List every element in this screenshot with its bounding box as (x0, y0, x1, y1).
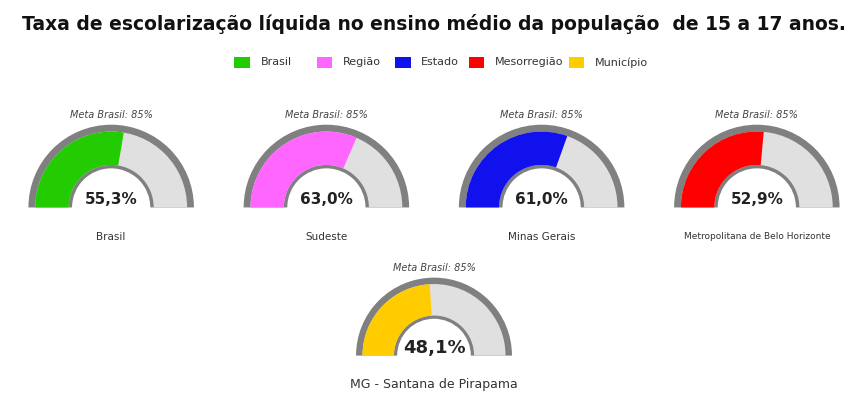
Text: 48,1%: 48,1% (403, 339, 465, 357)
Wedge shape (459, 125, 624, 208)
Wedge shape (251, 131, 357, 208)
Text: Meta Brasil: 85%: Meta Brasil: 85% (392, 263, 476, 273)
Wedge shape (466, 131, 617, 208)
Text: Meta Brasil: 85%: Meta Brasil: 85% (715, 110, 799, 120)
Text: Município: Município (595, 57, 648, 68)
Wedge shape (674, 125, 839, 208)
Wedge shape (251, 131, 402, 208)
Text: Taxa de escolarização líquida no ensino médio da população  de 15 a 17 anos.: Taxa de escolarização líquida no ensino … (22, 14, 846, 34)
Text: 63,0%: 63,0% (300, 192, 352, 208)
Text: Minas Gerais: Minas Gerais (508, 232, 575, 242)
Text: Meta Brasil: 85%: Meta Brasil: 85% (285, 110, 368, 120)
Text: Estado: Estado (421, 58, 459, 67)
Text: Brasil: Brasil (260, 58, 292, 67)
Text: MG - Santana de Pirapama: MG - Santana de Pirapama (350, 378, 518, 391)
Wedge shape (244, 125, 409, 208)
Text: Região: Região (343, 58, 381, 67)
Wedge shape (36, 131, 124, 208)
Wedge shape (363, 284, 431, 355)
Wedge shape (681, 131, 764, 208)
Text: Brasil: Brasil (96, 232, 126, 242)
Text: Metropolitana de Belo Horizonte: Metropolitana de Belo Horizonte (683, 232, 830, 241)
Wedge shape (681, 131, 832, 208)
Text: Mesorregião: Mesorregião (495, 58, 563, 67)
Text: 52,9%: 52,9% (730, 192, 783, 208)
Text: Meta Brasil: 85%: Meta Brasil: 85% (500, 110, 583, 120)
Wedge shape (356, 278, 512, 355)
Text: 61,0%: 61,0% (516, 192, 568, 208)
Wedge shape (363, 284, 505, 355)
Text: Meta Brasil: 85%: Meta Brasil: 85% (69, 110, 153, 120)
Text: 55,3%: 55,3% (85, 192, 137, 208)
Text: Sudeste: Sudeste (306, 232, 347, 242)
Wedge shape (29, 125, 194, 208)
Wedge shape (36, 131, 187, 208)
Wedge shape (466, 131, 568, 208)
